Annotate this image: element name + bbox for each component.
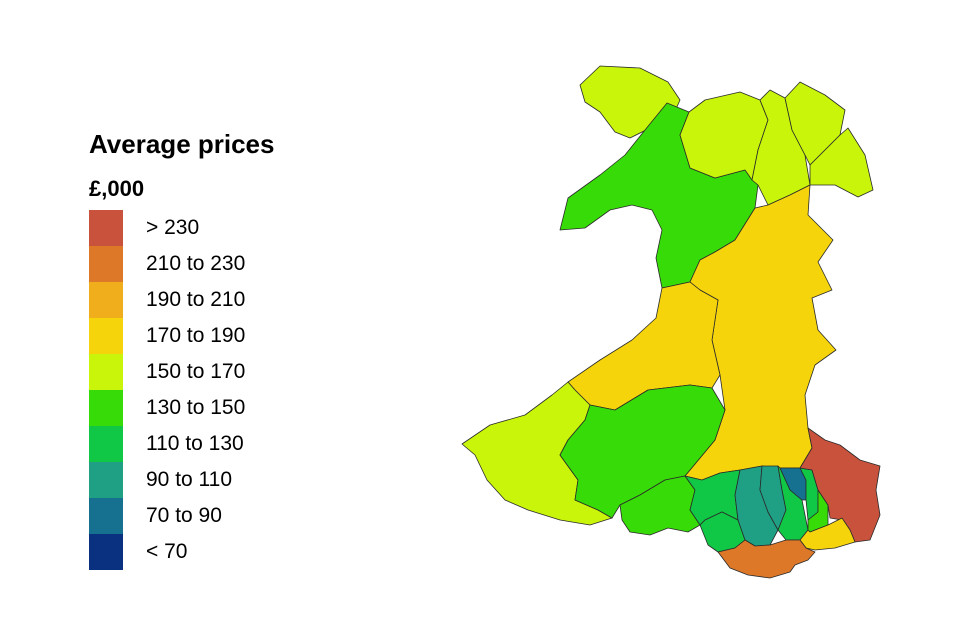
legend-label: 210 to 230 <box>146 252 246 275</box>
legend-label: > 230 <box>146 216 200 239</box>
legend-swatch <box>89 282 123 318</box>
legend-label: 70 to 90 <box>146 504 222 527</box>
legend-item: 70 to 90 <box>89 498 274 534</box>
legend-item: 130 to 150 <box>89 390 274 426</box>
legend-swatch <box>89 390 123 426</box>
legend-swatch <box>89 426 123 462</box>
map-legend: Average prices £,000 > 230 210 to 230 190 … <box>89 128 274 570</box>
region-cardiff <box>799 517 856 551</box>
legend-label: 130 to 150 <box>146 396 246 419</box>
region-monmouthshire <box>799 427 881 543</box>
legend-label: 150 to 170 <box>146 360 246 383</box>
region-vale-of-glamorgan <box>717 539 816 579</box>
legend-item: < 70 <box>89 534 274 570</box>
legend-label: 90 to 110 <box>146 468 233 491</box>
region-wrexham <box>809 127 874 198</box>
legend-swatch <box>89 210 123 246</box>
legend-swatch <box>89 354 123 390</box>
legend-item: > 230 <box>89 210 274 246</box>
legend-item: 170 to 190 <box>89 318 274 354</box>
legend-label: 190 to 210 <box>146 288 246 311</box>
legend-swatch <box>89 534 123 570</box>
legend-title: Average prices <box>89 129 275 159</box>
legend-items: > 230 210 to 230 190 to 210 170 to 190 150 t… <box>89 210 274 570</box>
legend-label: 170 to 190 <box>146 324 246 347</box>
legend-swatch <box>89 318 123 354</box>
legend-item: 190 to 210 <box>89 282 274 318</box>
legend-label: < 70 <box>146 540 188 563</box>
legend-unit: £,000 <box>89 176 145 201</box>
legend-item: 110 to 130 <box>89 426 274 462</box>
legend-swatch <box>89 498 123 534</box>
legend-label: 110 to 130 <box>146 432 244 455</box>
legend-item: 210 to 230 <box>89 246 274 282</box>
legend-swatch <box>89 246 123 282</box>
legend-item: 90 to 110 <box>89 462 274 498</box>
legend-item: 150 to 170 <box>89 354 274 390</box>
legend-swatch <box>89 462 123 498</box>
